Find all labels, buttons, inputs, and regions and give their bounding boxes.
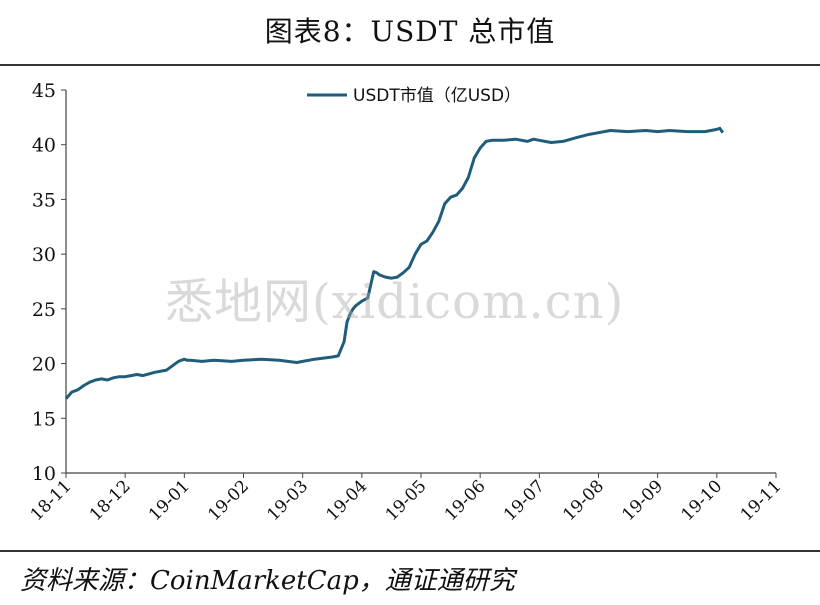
- y-axis-ticks: 10 15 20 25 30 35 40 45: [32, 80, 66, 485]
- x-tick-label: 19-03: [263, 476, 312, 525]
- y-tick-label: 35: [32, 189, 56, 211]
- watermark-text: 悉地网(xidicom.cn): [165, 274, 625, 330]
- x-tick-label: 19-01: [145, 476, 194, 525]
- y-tick-label: 20: [32, 354, 56, 376]
- y-tick-label: 15: [32, 408, 56, 430]
- y-tick-label: 10: [32, 463, 56, 485]
- x-tick-label: 19-10: [678, 476, 727, 525]
- line-chart: 10 15 20 25 30 35 40 45 18-11 18-12 19-01 19-02 19-…: [27, 80, 786, 525]
- chart-title: 图表8：USDT 总市值: [264, 15, 556, 48]
- series-line: [64, 126, 725, 400]
- y-tick-label: 40: [32, 135, 56, 157]
- x-tick-label: 19-06: [441, 476, 490, 525]
- x-tick-label: 19-02: [204, 476, 253, 525]
- legend-label: USDT市值（亿USD）: [353, 86, 521, 106]
- source-note: 资料来源：CoinMarketCap，通证通研究: [20, 566, 515, 596]
- y-tick-label: 30: [32, 244, 56, 266]
- x-tick-label: 19-11: [737, 476, 786, 525]
- y-tick-label: 45: [32, 80, 56, 102]
- x-tick-label: 19-04: [323, 476, 372, 525]
- x-tick-label: 19-08: [559, 476, 608, 525]
- top-rule: [0, 64, 820, 66]
- x-tick-label: 18-12: [86, 476, 135, 525]
- x-axis-ticks: 18-11 18-12 19-01 19-02 19-03 19-04 19-05 19-06…: [27, 473, 786, 525]
- y-tick-label: 25: [32, 299, 56, 321]
- x-tick-label: 19-09: [618, 476, 667, 525]
- x-tick-label: 19-05: [382, 476, 431, 525]
- legend: USDT市值（亿USD）: [307, 86, 521, 106]
- bottom-rule: [0, 550, 820, 552]
- x-tick-label: 19-07: [500, 476, 549, 525]
- series-group: [64, 126, 725, 400]
